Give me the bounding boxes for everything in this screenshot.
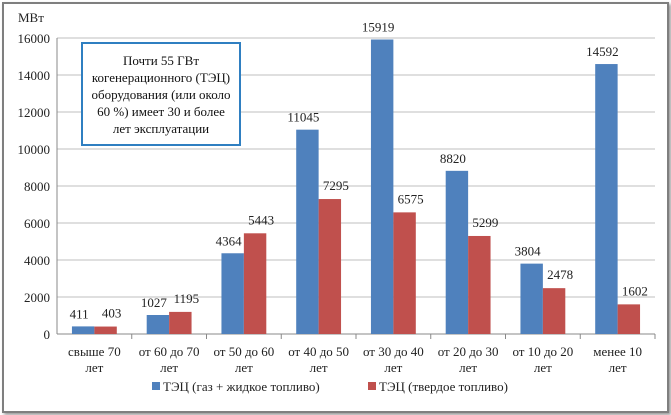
legend-label: ТЭЦ (газ + жидкое топливо) — [163, 379, 320, 394]
x-tick-label: от 60 до 70 — [139, 344, 200, 359]
bar-gas — [520, 263, 543, 334]
bar-gas — [370, 39, 394, 334]
annotation-box: Почти 55 ГВт когенерационного (ТЭЦ) обор… — [81, 42, 241, 146]
data-label: 2478 — [547, 267, 573, 282]
x-tick-label: от 10 до 20 — [512, 344, 573, 359]
data-label: 11045 — [287, 110, 319, 125]
x-tick-label: свыше 70 — [68, 344, 121, 359]
y-tick-label: 6000 — [24, 216, 50, 231]
x-tick-label: лет — [235, 360, 253, 375]
legend-swatch — [152, 382, 160, 390]
bar-gas — [296, 129, 319, 334]
data-label: 7295 — [323, 178, 349, 193]
x-tick-label: лет — [534, 360, 552, 375]
bar-gas — [221, 253, 244, 334]
data-label: 1602 — [622, 283, 648, 298]
bar-solid — [542, 288, 566, 334]
data-label: 5443 — [248, 212, 274, 227]
x-tick-label: лет — [384, 360, 402, 375]
bar-solid — [468, 235, 491, 334]
bar-solid — [318, 199, 342, 334]
data-label: 411 — [70, 306, 89, 321]
data-label: 14592 — [586, 44, 619, 59]
data-label: 3804 — [515, 244, 542, 259]
y-tick-label: 16000 — [18, 31, 51, 46]
x-tick-label: менее 10 — [593, 344, 642, 359]
y-axis-label: МВт — [18, 10, 44, 25]
bar-gas — [146, 315, 170, 334]
x-tick-label: от 40 до 50 — [288, 344, 349, 359]
bar-gas — [595, 64, 618, 334]
y-tick-label: 14000 — [18, 68, 51, 83]
x-tick-label: от 20 до 30 — [438, 344, 499, 359]
data-label: 1027 — [141, 295, 168, 310]
y-tick-label: 2000 — [24, 290, 50, 305]
bar-solid — [169, 311, 192, 334]
x-tick-label: лет — [310, 360, 328, 375]
x-tick-label: лет — [160, 360, 178, 375]
bar-gas — [71, 326, 95, 334]
data-label: 403 — [102, 306, 122, 321]
data-label: 5299 — [472, 215, 498, 230]
x-tick-label: лет — [609, 360, 627, 375]
legend-label: ТЭЦ (твердое топливо) — [379, 379, 508, 394]
y-tick-label: 4000 — [24, 253, 50, 268]
x-tick-label: лет — [85, 360, 103, 375]
x-tick-label: лет — [459, 360, 477, 375]
data-label: 6575 — [398, 191, 424, 206]
bar-solid — [617, 304, 641, 334]
y-tick-label: 10000 — [18, 142, 51, 157]
y-tick-label: 8000 — [24, 179, 50, 194]
data-label: 15919 — [362, 19, 395, 34]
x-tick-label: от 50 до 60 — [213, 344, 274, 359]
bar-solid — [393, 212, 416, 334]
x-tick-label: от 30 до 40 — [363, 344, 424, 359]
data-label: 8820 — [440, 151, 466, 166]
bar-gas — [445, 170, 469, 334]
y-tick-label: 12000 — [18, 105, 51, 120]
bar-solid — [94, 326, 117, 334]
y-tick-label: 0 — [44, 327, 51, 342]
legend-swatch — [368, 382, 376, 390]
bar-solid — [243, 233, 267, 334]
data-label: 1195 — [174, 291, 200, 306]
data-label: 4364 — [216, 233, 243, 248]
